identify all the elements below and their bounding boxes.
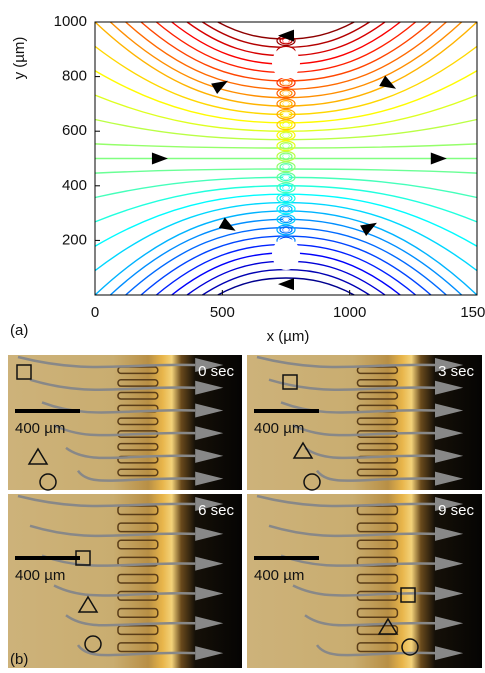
y-tick-label: 1000: [54, 13, 87, 30]
contour-line: [156, 22, 286, 73]
contour-line: [286, 244, 416, 295]
electrode: [283, 112, 289, 116]
electrode: [283, 133, 289, 137]
frame-time: 9 sec: [438, 502, 474, 519]
micrograph: 3 sec 400 µm: [247, 355, 482, 490]
y-tick-label: 400: [62, 177, 87, 194]
contour-line: [172, 253, 286, 295]
frame-time: 6 sec: [198, 502, 234, 519]
frame-time: 0 sec: [198, 363, 234, 380]
y-axis-label: y (µm): [11, 37, 28, 80]
scale-bar-label: 400 µm: [254, 420, 304, 437]
micrograph: 6 sec 400 µm: [8, 494, 242, 668]
scale-bar-label: 400 µm: [15, 567, 65, 584]
contour-line: [286, 144, 477, 148]
y-tick-label: 200: [62, 231, 87, 248]
field-arrow: [431, 153, 447, 165]
panel-label: (b): [10, 651, 28, 668]
contour-line: [110, 22, 286, 98]
panel-label: (a): [10, 322, 28, 339]
y-tick-label: 600: [62, 122, 87, 139]
y-tick-label: 800: [62, 68, 87, 85]
electrode: [283, 144, 289, 148]
contour-line: [286, 169, 477, 173]
contour-line: [202, 270, 286, 295]
field-arrow: [278, 278, 294, 290]
electrode-end: [272, 47, 300, 79]
contour-line: [156, 244, 286, 295]
contour-line: [95, 169, 286, 173]
electrode: [283, 123, 289, 127]
electrode: [283, 102, 289, 106]
scale-bar-label: 400 µm: [254, 567, 304, 584]
contour-line: [286, 22, 400, 64]
electrode: [283, 228, 289, 232]
electrode: [283, 165, 289, 169]
contour-line: [110, 219, 286, 295]
field-arrow: [379, 76, 399, 94]
electrode: [283, 154, 289, 158]
electrode: [283, 207, 289, 211]
micrograph: 9 sec 400 µm: [247, 494, 482, 668]
scale-bar-label: 400 µm: [15, 420, 65, 437]
contour-line: [95, 144, 286, 148]
x-tick-label: 1000: [333, 304, 366, 321]
contour-line: [286, 22, 416, 73]
micrograph: 0 sec 400 µm: [8, 355, 242, 490]
contour-line: [172, 22, 286, 64]
electrode: [283, 175, 289, 179]
x-tick-label: 1500: [460, 304, 485, 321]
electrode: [283, 91, 289, 95]
field-arrow: [152, 153, 168, 165]
contour-line: [286, 219, 462, 295]
electrode: [283, 196, 289, 200]
x-axis-label: x (µm): [267, 328, 310, 345]
electrode-end: [272, 238, 300, 270]
electrode: [283, 186, 289, 190]
electrode: [283, 217, 289, 221]
contour-line: [286, 22, 462, 98]
contour-line: [202, 22, 286, 47]
contour-line: [286, 22, 370, 47]
x-tick-label: 500: [210, 304, 235, 321]
electrode: [283, 81, 289, 85]
frame-time: 3 sec: [438, 363, 474, 380]
x-tick-label: 0: [91, 304, 99, 321]
figure: y (µm) x (µm) (a) 200 400 600 800 1000 0 500 10…: [0, 0, 485, 673]
contour-line: [286, 253, 400, 295]
contour-line: [286, 270, 370, 295]
